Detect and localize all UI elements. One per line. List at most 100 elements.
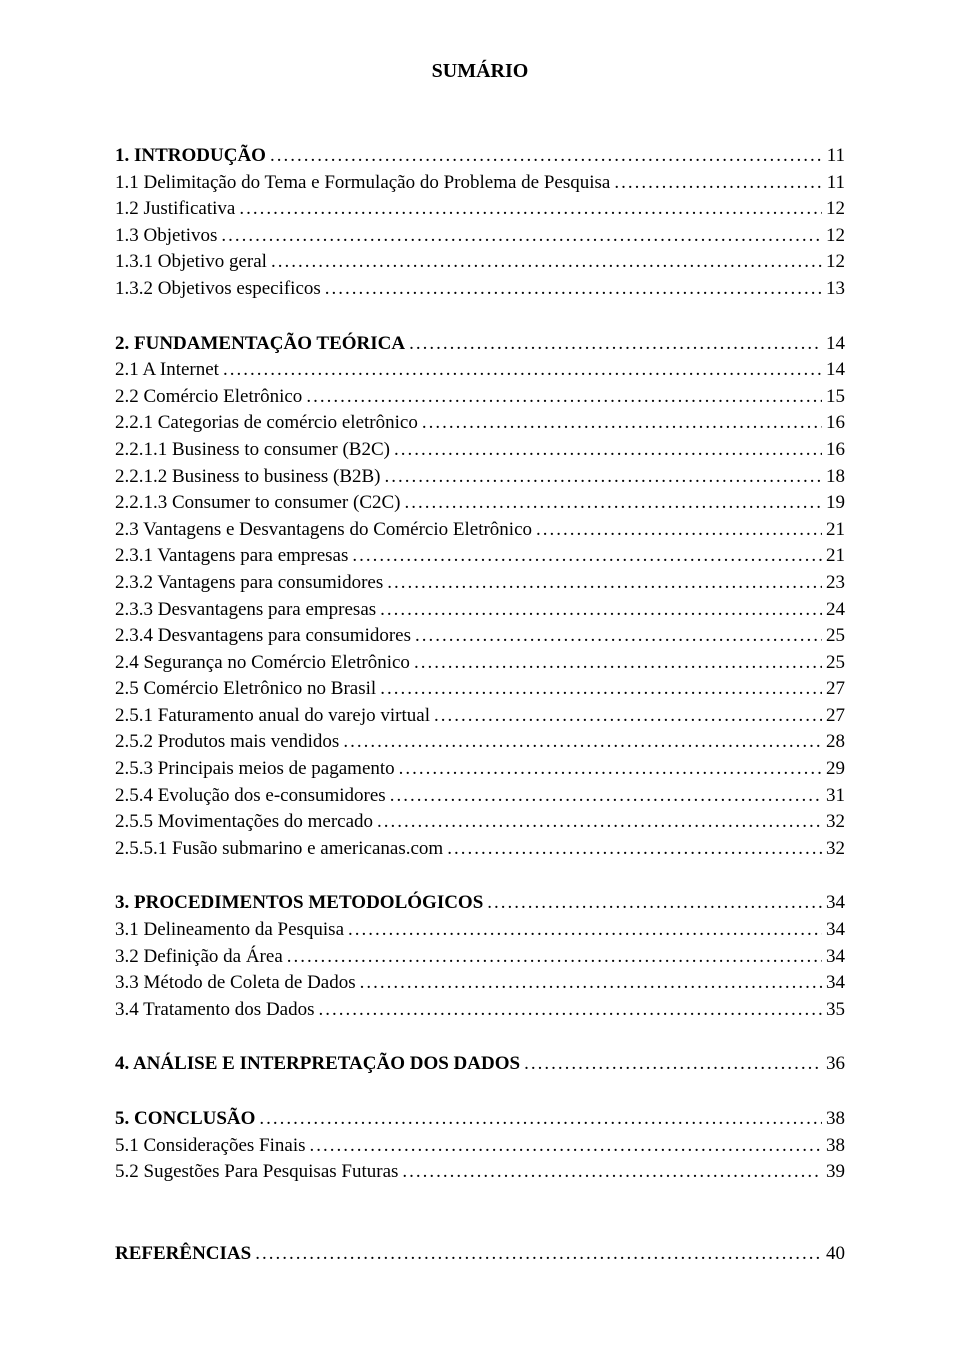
toc-section: 3. PROCEDIMENTOS METODOLÓGICOS343.1 Deli…	[115, 890, 845, 1023]
toc-section: 5. CONCLUSÃO 38 5.1 Considerações Finais 38…	[115, 1106, 845, 1186]
toc-entry: 2.3.4 Desvantagens para consumidores25	[115, 623, 845, 650]
toc-page-number: 11	[827, 170, 845, 197]
toc-leader-dots	[387, 570, 822, 597]
toc-entry: 2.2 Comércio Eletrônico 15	[115, 384, 845, 411]
toc-label: 2.5.2 Produtos mais vendidos	[115, 729, 339, 756]
toc-entry: 5. CONCLUSÃO 38	[115, 1106, 845, 1133]
toc-entry-references: REFERÊNCIAS 40	[115, 1241, 845, 1268]
toc-label: 2.2.1.1 Business to consumer (B2C)	[115, 437, 390, 464]
toc-entry: 2.5.2 Produtos mais vendidos 28	[115, 729, 845, 756]
toc-label: 2.3.2 Vantagens para consumidores	[115, 570, 383, 597]
toc-page-number: 11	[827, 143, 845, 170]
toc-entry: 3.2 Definição da Área34	[115, 944, 845, 971]
toc-leader-dots	[343, 729, 822, 756]
toc-label: 2.5.5.1 Fusão submarino e americanas.com	[115, 836, 443, 863]
toc-page-number: 31	[826, 783, 845, 810]
toc-page-number: 32	[826, 809, 845, 836]
toc-page-number: 18	[826, 464, 845, 491]
toc-leader-dots	[287, 944, 822, 971]
toc-leader-dots	[415, 623, 822, 650]
toc-label: 2.4 Segurança no Comércio Eletrônico	[115, 650, 410, 677]
toc-leader-dots	[306, 384, 822, 411]
toc-entry: 2.2.1.2 Business to business (B2B) 18	[115, 464, 845, 491]
toc-leader-dots	[390, 783, 822, 810]
toc-leader-dots	[614, 170, 822, 197]
toc-entry: 2.4 Segurança no Comércio Eletrônico25	[115, 650, 845, 677]
toc-page-number: 16	[826, 410, 845, 437]
toc-entry: 3. PROCEDIMENTOS METODOLÓGICOS34	[115, 890, 845, 917]
toc-label: 3.4 Tratamento dos Dados	[115, 997, 315, 1024]
toc-leader-dots	[402, 1159, 822, 1186]
toc-page-number: 12	[826, 196, 845, 223]
references-section: REFERÊNCIAS 40	[115, 1241, 845, 1268]
toc-leader-dots	[310, 1133, 822, 1160]
toc-leader-dots	[394, 437, 822, 464]
toc-entry: 1.1 Delimitação do Tema e Formulação do …	[115, 170, 845, 197]
toc-label: 3.3 Método de Coleta de Dados	[115, 970, 356, 997]
toc-entry: 2.2.1.3 Consumer to consumer (C2C)19	[115, 490, 845, 517]
toc-entry: 2.5 Comércio Eletrônico no Brasil27	[115, 676, 845, 703]
toc-label: 2. FUNDAMENTAÇÃO TEÓRICA	[115, 331, 405, 358]
toc-leader-dots	[223, 357, 822, 384]
toc-leader-dots	[434, 703, 822, 730]
toc-entry: 1. INTRODUÇÃO11	[115, 143, 845, 170]
toc-entry: 1.2 Justificativa 12	[115, 196, 845, 223]
toc-leader-dots	[414, 650, 822, 677]
toc-leader-dots	[380, 676, 822, 703]
toc-entry: 2.5.5.1 Fusão submarino e americanas.com…	[115, 836, 845, 863]
toc-page-number: 27	[826, 703, 845, 730]
toc-page-number: 38	[826, 1133, 845, 1160]
toc-entry: 2.2.1 Categorias de comércio eletrônico1…	[115, 410, 845, 437]
toc-leader-dots	[524, 1051, 822, 1078]
toc-leader-dots	[487, 890, 822, 917]
toc-entry: 3.1 Delineamento da Pesquisa34	[115, 917, 845, 944]
toc-label: 2.1 A Internet	[115, 357, 219, 384]
toc-entry: 4. ANÁLISE E INTERPRETAÇÃO DOS DADOS36	[115, 1051, 845, 1078]
toc-page-number: 15	[826, 384, 845, 411]
toc-leader-dots	[377, 809, 822, 836]
toc-section: 2. FUNDAMENTAÇÃO TEÓRICA 14 2.1 A Internet…	[115, 331, 845, 863]
toc-leader-dots	[270, 143, 823, 170]
toc-leader-dots	[348, 917, 822, 944]
toc-page-number: 23	[826, 570, 845, 597]
toc-entry: 5.2 Sugestões Para Pesquisas Futuras39	[115, 1159, 845, 1186]
toc-page-number: 21	[826, 543, 845, 570]
toc-label: 5. CONCLUSÃO	[115, 1106, 255, 1133]
toc-entry: 2.5.1 Faturamento anual do varejo virtua…	[115, 703, 845, 730]
toc-page-number: 24	[826, 597, 845, 624]
toc-label: 4. ANÁLISE E INTERPRETAÇÃO DOS DADOS	[115, 1051, 520, 1078]
toc-page-number: 38	[826, 1106, 845, 1133]
toc-entry: 2.3.3 Desvantagens para empresas24	[115, 597, 845, 624]
toc-label: 2.2.1.2 Business to business (B2B)	[115, 464, 381, 491]
toc-entry: 2.2.1.1 Business to consumer (B2C)16	[115, 437, 845, 464]
toc-entry: 2.3 Vantagens e Desvantagens do Comércio…	[115, 517, 845, 544]
toc-page-number: 14	[826, 357, 845, 384]
toc-leader-dots	[536, 517, 822, 544]
toc-label: 5.1 Considerações Finais	[115, 1133, 306, 1160]
toc-entry: 5.1 Considerações Finais 38	[115, 1133, 845, 1160]
toc-page-number: 13	[826, 276, 845, 303]
toc-label: 2.2 Comércio Eletrônico	[115, 384, 302, 411]
toc-entry: 3.3 Método de Coleta de Dados34	[115, 970, 845, 997]
toc-entry: 2.3.1 Vantagens para empresas21	[115, 543, 845, 570]
toc-leader-dots	[380, 597, 822, 624]
toc-leader-dots	[259, 1106, 822, 1133]
toc-label: 2.3.4 Desvantagens para consumidores	[115, 623, 411, 650]
toc-page-number: 28	[826, 729, 845, 756]
toc-label: 5.2 Sugestões Para Pesquisas Futuras	[115, 1159, 398, 1186]
toc-entry: 1.3.2 Objetivos especificos 13	[115, 276, 845, 303]
toc-label: 2.5.3 Principais meios de pagamento	[115, 756, 395, 783]
toc-section: 4. ANÁLISE E INTERPRETAÇÃO DOS DADOS36	[115, 1051, 845, 1078]
toc-leader-dots	[221, 223, 822, 250]
toc-page-number: 19	[826, 490, 845, 517]
toc-label: 3. PROCEDIMENTOS METODOLÓGICOS	[115, 890, 483, 917]
toc-leader-dots	[255, 1241, 822, 1268]
toc-label: 2.5.4 Evolução dos e-consumidores	[115, 783, 386, 810]
toc-label: 1.3.2 Objetivos especificos	[115, 276, 321, 303]
toc-label: 1.2 Justificativa	[115, 196, 235, 223]
toc-leader-dots	[360, 970, 822, 997]
toc-entry: 2.3.2 Vantagens para consumidores 23	[115, 570, 845, 597]
toc-leader-dots	[422, 410, 822, 437]
toc-leader-dots	[239, 196, 822, 223]
toc-leader-dots	[325, 276, 822, 303]
